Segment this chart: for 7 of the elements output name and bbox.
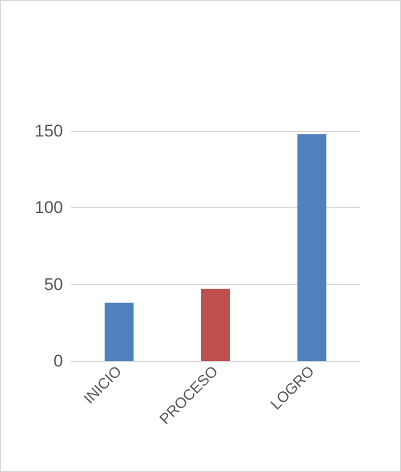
y-tick-label: 0: [54, 352, 63, 370]
y-tick-label: 150: [34, 122, 63, 140]
bar: [201, 288, 230, 361]
y-tick-label: 100: [34, 198, 63, 218]
bar: [297, 134, 326, 361]
bar: [104, 302, 134, 361]
y-tick-label: 50: [44, 274, 63, 294]
